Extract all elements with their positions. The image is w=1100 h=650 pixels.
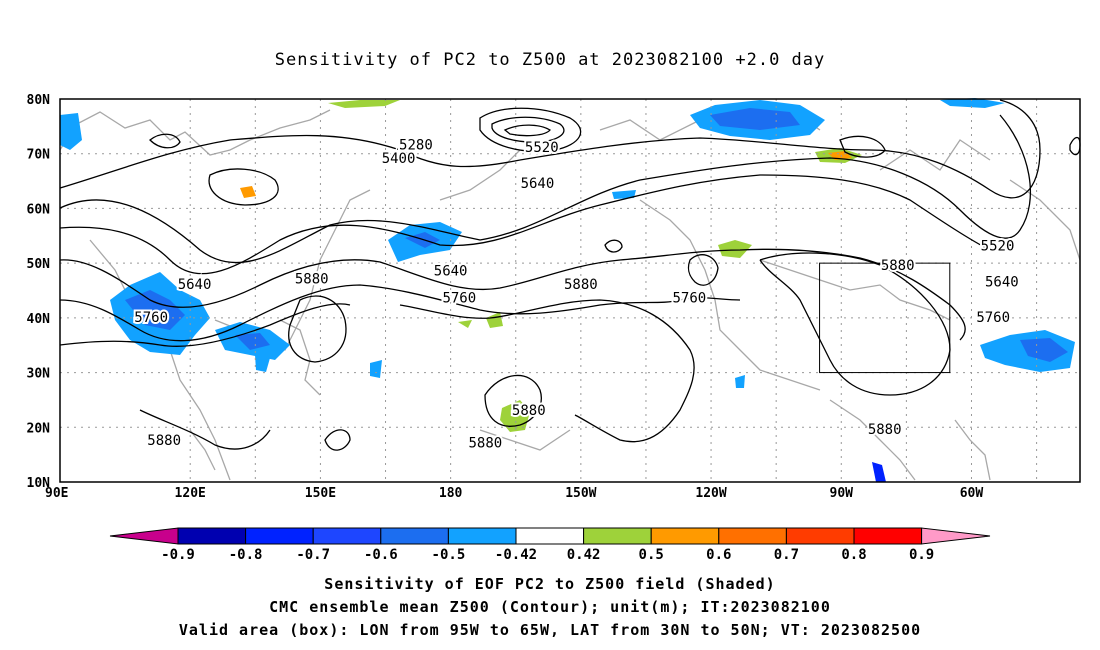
lat-label: 40N [27,312,51,327]
contour-label: 5760 [442,291,476,307]
colorbar-label: 0.9 [909,547,934,563]
colorbar-segment [718,527,787,545]
colorbar-label: -0.9 [161,547,195,563]
lat-label: 80N [27,93,51,108]
lat-label: 50N [27,257,51,272]
caption-shaded: Sensitivity of EOF PC2 to Z500 field (Sh… [324,575,776,593]
contour-label: 5640 [178,277,212,293]
contour-label: 5880 [881,258,915,274]
lat-lon-grid [60,99,1080,482]
colorbar: -0.9 -0.8 -0.7 -0.6 -0.5 -0.42 0.42 0.5 0.6 0.7 0.… [109,527,991,563]
colorbar-segment [650,527,720,545]
contour-label: 5640 [521,176,555,192]
lon-label: 150E [305,486,336,501]
colorbar-segment [785,527,855,545]
colorbar-segment [515,527,585,545]
lon-label: 90E [45,486,68,501]
colorbar-label: -0.7 [296,547,330,563]
colorbar-segment [177,527,247,545]
colorbar-segment [583,527,652,545]
z500-contours [59,99,1081,451]
colorbar-label: 0.8 [841,547,866,563]
lat-label: 60N [27,202,51,217]
lon-label: 60W [960,486,984,501]
lon-label: 120W [695,486,726,501]
lat-label: 10N [27,476,51,491]
colorbar-label: -0.42 [495,547,537,563]
colorbar-segment [312,527,382,545]
colorbar-segment [447,527,517,545]
contour-label: 5880 [512,403,546,419]
contour-label: 5760 [976,310,1010,326]
map-frame [59,98,1081,483]
colorbar-label: -0.5 [432,547,466,563]
contour-label: 5880 [469,436,503,452]
contour-label: 5280 [399,138,433,154]
coastlines [59,109,1081,481]
contour-label: 5880 [868,422,902,438]
lon-label: 120E [175,486,206,501]
contour-label: 5640 [434,263,468,279]
contour-label: 5400 [382,151,416,167]
contour-label: 5520 [981,239,1015,255]
contour-label: 5520 [525,140,559,156]
colorbar-label: 0.5 [639,547,664,563]
caption-valid-area: Valid area (box): LON from 95W to 65W, L… [178,621,922,639]
lat-label: 20N [27,421,51,436]
colorbar-label: -0.6 [364,547,398,563]
valid-area-box [819,262,951,374]
lat-axis-labels: 80N 70N 60N 50N 40N 30N 20N 10N [27,93,51,491]
lon-label: 90W [830,486,854,501]
colorbar-label: 0.6 [706,547,731,563]
colorbar-label: -0.8 [229,547,263,563]
colorbar-segment [245,527,314,545]
contour-label: 5760 [673,291,707,307]
lon-label: 150W [565,486,596,501]
colorbar-segment [380,527,449,545]
colorbar-segment [853,527,923,545]
colorbar-high-arrow [921,527,991,545]
contour-label: 5880 [295,272,329,288]
colorbar-low-arrow [109,527,179,545]
contour-label: 5880 [147,433,181,449]
lat-label: 70N [27,148,51,163]
caption-contour: CMC ensemble mean Z500 (Contour); unit(m… [269,598,831,616]
colorbar-label: 0.7 [774,547,799,563]
map-title: Sensitivity of PC2 to Z500 at 2023082100… [274,50,826,70]
colorbar-label: 0.42 [567,547,601,563]
lat-label: 30N [27,367,51,382]
lon-axis-labels: 90E 120E 150E 180 150W 120W 90W 60W [45,486,983,501]
contour-label: 5880 [564,277,598,293]
contour-label: 5760 [134,310,168,326]
lon-label: 180 [439,486,463,501]
contour-label: 5640 [985,274,1019,290]
